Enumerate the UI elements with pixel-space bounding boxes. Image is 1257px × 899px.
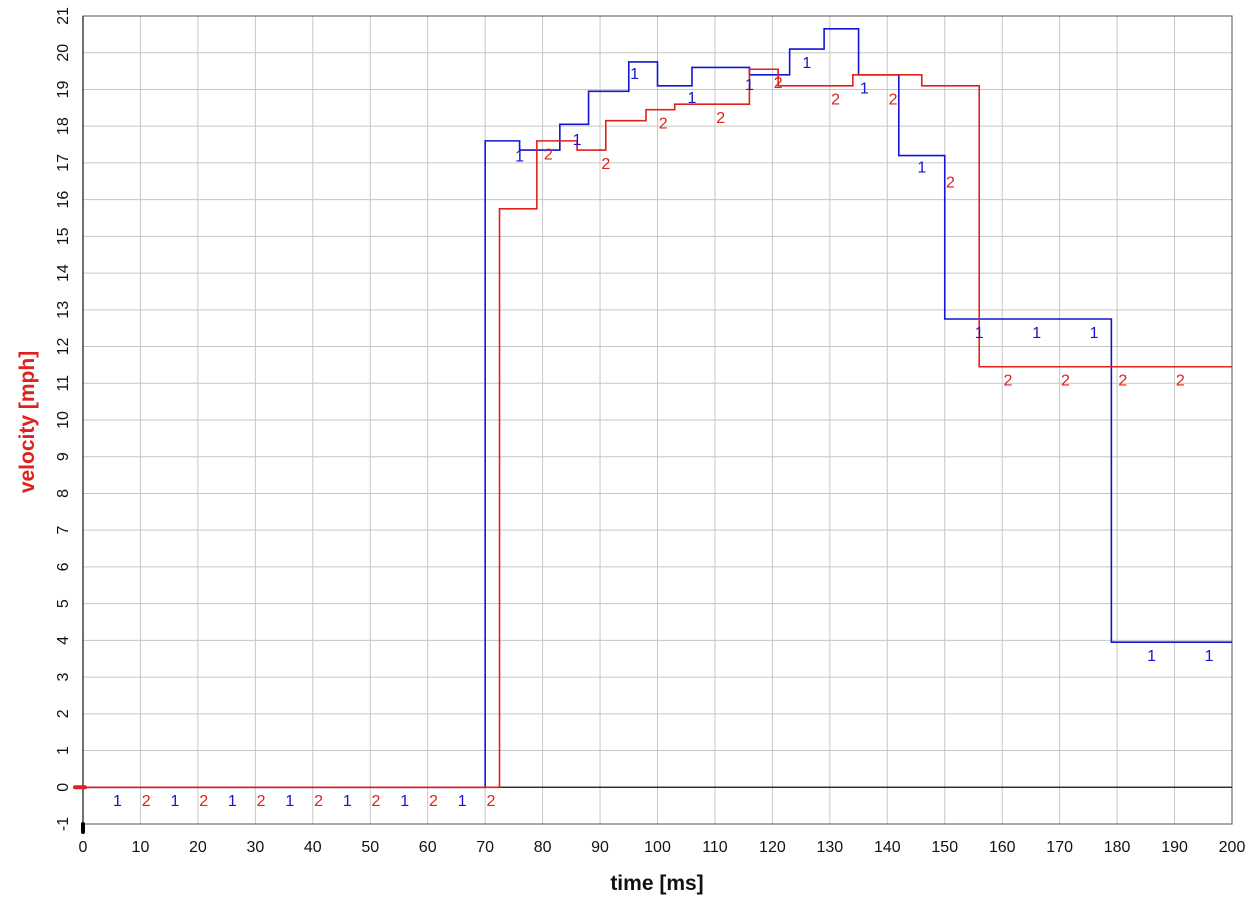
series-1-marker: 1 bbox=[745, 77, 754, 94]
series-2-marker: 2 bbox=[372, 793, 381, 810]
series-1-marker: 1 bbox=[228, 793, 237, 810]
x-tick-label: 40 bbox=[304, 839, 322, 856]
series-markers: 1 1 1 1 1 1 1 1 1 1 1 1 1 1 1 1 1 1 1 1 2 2 2 2 2 2 2 2 2 2 2 2 2 2 2 2 2 2 2 bbox=[113, 55, 1214, 810]
y-tick-label: 20 bbox=[55, 44, 72, 62]
x-tick-label: 130 bbox=[816, 839, 843, 856]
grid-lines bbox=[82, 15, 1233, 825]
x-tick-label: 110 bbox=[702, 839, 728, 856]
y-axis-title: velocity [mph] bbox=[16, 351, 39, 493]
series-1-marker: 1 bbox=[343, 793, 352, 810]
y-tick-label: 7 bbox=[55, 526, 72, 535]
y-tick-label: 15 bbox=[55, 227, 72, 245]
series-1-marker: 1 bbox=[1147, 648, 1156, 665]
y-tick-label: 19 bbox=[55, 80, 72, 98]
x-tick-label: 160 bbox=[989, 839, 1016, 856]
y-tick-label: 11 bbox=[55, 375, 72, 392]
series-2-marker: 2 bbox=[314, 793, 323, 810]
x-tick-label: 180 bbox=[1104, 839, 1131, 856]
series-1-marker: 1 bbox=[573, 132, 582, 149]
x-tick-label: 120 bbox=[759, 839, 786, 856]
x-tick-label: 200 bbox=[1219, 839, 1246, 856]
y-tick-label: 12 bbox=[55, 338, 72, 356]
y-tick-label: -1 bbox=[55, 817, 72, 831]
series-1-marker: 1 bbox=[170, 793, 179, 810]
series-lines bbox=[83, 28, 1232, 789]
y-tick-label: 17 bbox=[55, 154, 72, 172]
x-tick-label: 170 bbox=[1046, 839, 1073, 856]
series-1-marker: 1 bbox=[802, 55, 811, 72]
y-tick-label: 18 bbox=[55, 117, 72, 135]
series-1-line bbox=[83, 28, 1232, 789]
x-tick-label: 140 bbox=[874, 839, 901, 856]
y-tick-label: 1 bbox=[55, 746, 72, 755]
series-1-marker: 1 bbox=[1090, 325, 1099, 342]
x-tick-label: 60 bbox=[419, 839, 437, 856]
series-2-marker: 2 bbox=[1176, 373, 1185, 390]
y-tick-label: 16 bbox=[55, 191, 72, 209]
series-1-marker: 1 bbox=[285, 793, 294, 810]
x-tick-label: 30 bbox=[246, 839, 264, 856]
origin-marker-velocity bbox=[73, 785, 87, 790]
x-tick-label: 90 bbox=[591, 839, 609, 856]
series-2-line bbox=[83, 68, 1232, 789]
series-2-marker: 2 bbox=[544, 147, 553, 164]
series-2-marker: 2 bbox=[1061, 373, 1070, 390]
y-tick-label: 14 bbox=[55, 264, 72, 282]
series-2-marker: 2 bbox=[716, 110, 725, 127]
series-1-marker: 1 bbox=[1205, 648, 1214, 665]
series-2-marker: 2 bbox=[142, 793, 151, 810]
y-tick-label: 3 bbox=[55, 673, 72, 682]
y-tick-label: 5 bbox=[55, 599, 72, 608]
series-2-marker: 2 bbox=[946, 174, 955, 191]
series-1-marker: 1 bbox=[1032, 325, 1041, 342]
series-1-marker: 1 bbox=[515, 149, 524, 166]
tick-labels: 0 10 20 30 40 50 60 70 80 90 100 110 120 130 140 150 160… bbox=[55, 7, 1245, 856]
series-1-marker: 1 bbox=[917, 160, 926, 177]
y-tick-label: 0 bbox=[55, 783, 72, 792]
series-1-marker: 1 bbox=[458, 793, 467, 810]
series-1-marker: 1 bbox=[688, 90, 697, 107]
series-2-marker: 2 bbox=[257, 793, 266, 810]
series-2-marker: 2 bbox=[1118, 373, 1127, 390]
origin-marker-time bbox=[81, 822, 85, 834]
series-2-marker: 2 bbox=[1003, 373, 1012, 390]
series-1-marker: 1 bbox=[975, 325, 984, 342]
series-2-marker: 2 bbox=[429, 793, 438, 810]
y-tick-label: 2 bbox=[55, 709, 72, 718]
series-1-marker: 1 bbox=[113, 793, 122, 810]
y-tick-label: 21 bbox=[55, 7, 72, 25]
series-2-marker: 2 bbox=[486, 793, 495, 810]
x-tick-label: 190 bbox=[1161, 839, 1188, 856]
series-1-marker: 1 bbox=[860, 81, 869, 98]
y-tick-label: 6 bbox=[55, 562, 72, 571]
x-tick-label: 20 bbox=[189, 839, 207, 856]
series-2-marker: 2 bbox=[659, 116, 668, 133]
y-tick-label: 13 bbox=[55, 301, 72, 319]
series-2-marker: 2 bbox=[774, 75, 783, 92]
x-tick-label: 70 bbox=[476, 839, 494, 856]
series-1-marker: 1 bbox=[630, 66, 639, 83]
x-tick-label: 0 bbox=[79, 839, 88, 856]
x-axis-title: time [ms] bbox=[610, 872, 703, 895]
x-tick-label: 150 bbox=[931, 839, 958, 856]
series-1-marker: 1 bbox=[400, 793, 409, 810]
series-2-marker: 2 bbox=[601, 156, 610, 173]
y-tick-label: 9 bbox=[55, 452, 72, 461]
y-tick-label: 10 bbox=[55, 411, 72, 429]
series-2-marker: 2 bbox=[199, 793, 208, 810]
x-tick-label: 80 bbox=[534, 839, 552, 856]
series-2-marker: 2 bbox=[889, 92, 898, 109]
x-tick-label: 100 bbox=[644, 839, 671, 856]
series-2-marker: 2 bbox=[831, 92, 840, 109]
y-tick-label: 8 bbox=[55, 489, 72, 498]
x-tick-label: 10 bbox=[132, 839, 150, 856]
x-tick-label: 50 bbox=[361, 839, 379, 856]
y-tick-label: 4 bbox=[55, 636, 72, 645]
